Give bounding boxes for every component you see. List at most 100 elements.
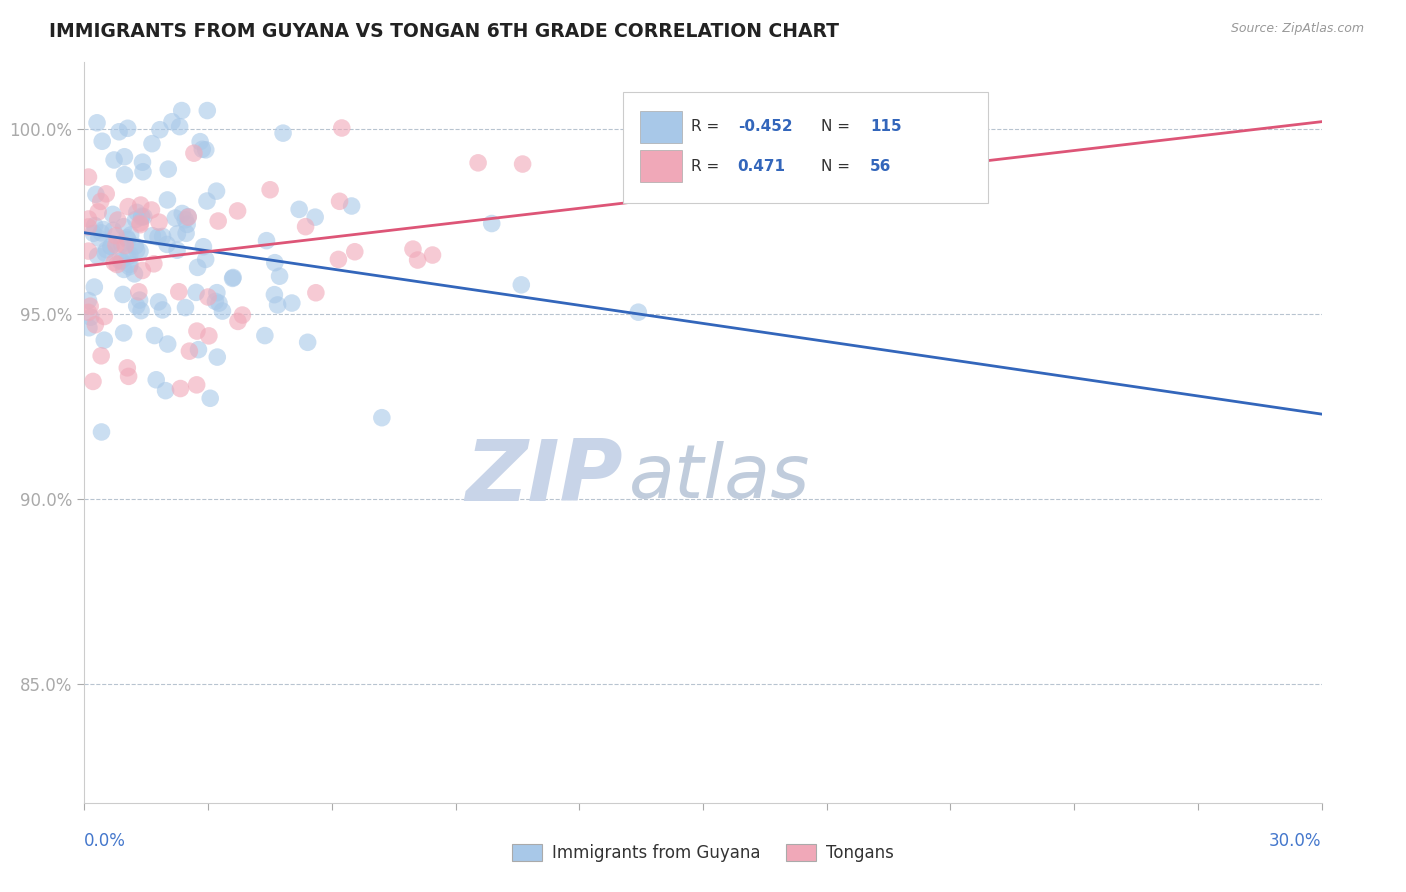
Point — [269, 269, 291, 284]
Point — [194, 143, 217, 157]
Point — [124, 239, 146, 253]
Point — [177, 210, 200, 224]
Text: 0.471: 0.471 — [738, 159, 786, 174]
Point — [169, 120, 191, 134]
Point — [128, 293, 150, 307]
Point — [170, 103, 193, 118]
Point — [188, 135, 211, 149]
Point — [112, 150, 135, 164]
Point — [131, 209, 153, 223]
Point — [83, 219, 105, 233]
Point — [96, 186, 118, 201]
Point — [100, 239, 122, 253]
Point — [77, 293, 100, 308]
Point — [207, 214, 229, 228]
Point — [125, 205, 148, 219]
Text: IMMIGRANTS FROM GUYANA VS TONGAN 6TH GRADE CORRELATION CHART: IMMIGRANTS FROM GUYANA VS TONGAN 6TH GRA… — [49, 22, 839, 41]
Point — [125, 212, 148, 227]
Point — [101, 223, 124, 237]
Point — [152, 229, 174, 244]
Point — [104, 238, 127, 252]
Point — [80, 310, 103, 325]
FancyBboxPatch shape — [623, 92, 987, 203]
Point — [129, 244, 152, 259]
Point — [226, 314, 249, 328]
Point — [271, 126, 294, 140]
Point — [221, 271, 243, 285]
Point — [110, 254, 132, 268]
Point — [82, 375, 104, 389]
Point — [117, 360, 139, 375]
Point — [117, 121, 139, 136]
Point — [231, 308, 253, 322]
Point — [174, 212, 197, 227]
Point — [266, 298, 288, 312]
Point — [169, 382, 191, 396]
Point — [198, 329, 221, 343]
Text: R =: R = — [690, 120, 724, 135]
Point — [96, 243, 118, 257]
Point — [79, 299, 101, 313]
Point — [84, 187, 107, 202]
Point — [263, 287, 285, 301]
Point — [330, 120, 353, 135]
Point — [176, 218, 198, 232]
Legend: Immigrants from Guyana, Tongans: Immigrants from Guyana, Tongans — [506, 837, 900, 869]
Point — [184, 285, 207, 300]
Point — [83, 280, 105, 294]
Point — [90, 194, 112, 209]
Point — [132, 210, 155, 224]
Point — [512, 157, 534, 171]
Point — [77, 211, 100, 226]
Point — [174, 301, 197, 315]
Point — [91, 134, 114, 148]
Point — [131, 263, 153, 277]
Point — [305, 285, 328, 300]
Point — [125, 244, 148, 258]
Point — [148, 294, 170, 309]
Point — [186, 377, 208, 392]
Point — [263, 255, 285, 269]
Point — [200, 391, 222, 405]
Point — [115, 231, 138, 245]
Point — [125, 299, 148, 313]
Point — [118, 260, 141, 274]
Point — [93, 310, 115, 324]
Point — [156, 337, 179, 351]
Point — [120, 227, 142, 242]
Point — [149, 122, 172, 136]
Point — [101, 207, 124, 221]
Point — [152, 302, 174, 317]
Text: N =: N = — [821, 120, 855, 135]
Point — [112, 219, 135, 234]
Point — [77, 320, 100, 334]
Point — [132, 165, 155, 179]
Point — [193, 240, 215, 254]
Point — [117, 233, 139, 247]
Point — [108, 125, 131, 139]
Point — [481, 217, 503, 231]
Point — [77, 305, 100, 319]
Text: N =: N = — [821, 159, 855, 174]
Point — [93, 333, 115, 347]
Point — [510, 277, 533, 292]
Point — [297, 335, 319, 350]
Point — [112, 262, 135, 277]
Point — [177, 210, 200, 224]
Point — [124, 267, 146, 281]
Point — [288, 202, 311, 217]
Point — [143, 328, 166, 343]
Point — [371, 410, 394, 425]
Text: Source: ZipAtlas.com: Source: ZipAtlas.com — [1230, 22, 1364, 36]
Text: ZIP: ZIP — [465, 435, 623, 518]
Point — [118, 257, 141, 271]
Point — [131, 155, 153, 169]
Point — [187, 343, 209, 357]
Point — [141, 228, 163, 243]
Point — [114, 238, 136, 252]
Point — [191, 142, 214, 156]
Point — [222, 270, 245, 285]
Point — [194, 252, 217, 267]
Point — [160, 114, 183, 128]
FancyBboxPatch shape — [640, 150, 682, 182]
